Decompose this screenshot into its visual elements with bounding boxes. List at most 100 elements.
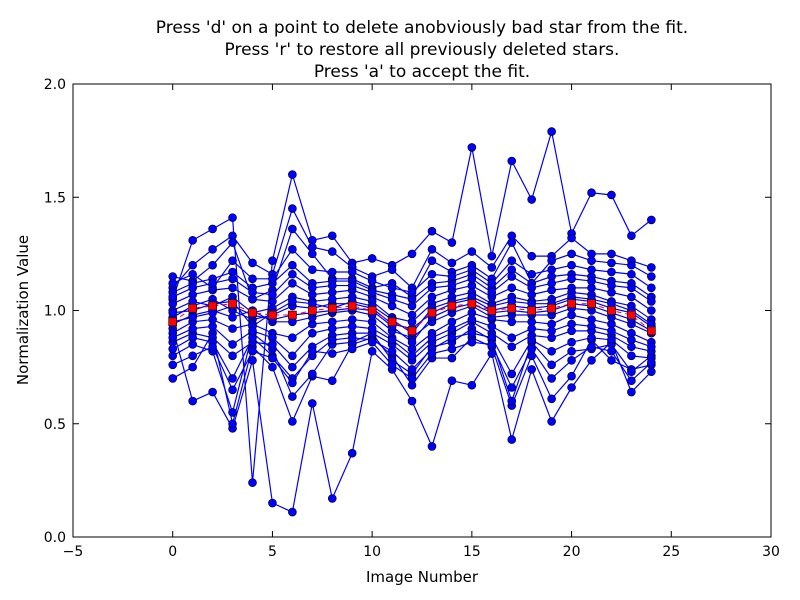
star-data-point: [507, 435, 517, 444]
star-data-point: [427, 269, 437, 279]
star-data-point: [268, 274, 277, 284]
star-data-point: [288, 417, 297, 426]
star-data-point: [288, 392, 297, 401]
star-data-point: [228, 419, 237, 429]
star-data-point: [228, 274, 237, 284]
mean-data-point: [308, 306, 317, 315]
star-data-point: [367, 254, 377, 263]
star-data-point: [567, 337, 576, 347]
star-data-point: [288, 297, 297, 306]
star-data-point: [367, 346, 377, 356]
star-data-point: [427, 442, 437, 451]
mean-data-point: [347, 301, 357, 311]
star-data-point: [367, 324, 377, 333]
x-tick-label: 20: [563, 544, 581, 560]
star-data-point: [507, 272, 517, 281]
star-data-point: [228, 385, 237, 395]
star-data-point: [447, 238, 457, 247]
title-line-2: Press 'r' to restore all previously dele…: [225, 40, 620, 60]
title-line-1: Press 'd' on a point to delete anobvious…: [156, 18, 688, 38]
star-data-point: [288, 170, 297, 179]
star-data-point: [407, 351, 417, 361]
star-data-point: [547, 374, 556, 383]
star-data-point: [327, 294, 337, 304]
star-data-point: [407, 374, 417, 383]
x-tick-label: 15: [463, 544, 481, 560]
y-tick-label: 2.0: [44, 77, 66, 93]
y-axis-ticks: 0.0 0.5 1.0 1.5 2.0: [44, 77, 771, 546]
x-tick-label: 0: [168, 544, 177, 560]
star-data-point: [527, 283, 536, 293]
star-data-point: [268, 290, 277, 299]
star-data-point: [627, 335, 636, 345]
star-data-point: [288, 260, 297, 270]
star-data-point: [587, 256, 596, 265]
mean-data-point: [487, 306, 497, 315]
star-data-point: [228, 374, 237, 383]
star-data-point: [387, 346, 397, 356]
mean-data-point: [467, 299, 477, 309]
y-axis-label: Normalization Value: [14, 235, 32, 385]
star-data-point: [427, 245, 437, 254]
star-data-point: [228, 213, 237, 222]
star-data-point: [507, 238, 517, 247]
star-data-point: [248, 258, 257, 268]
y-tick-label: 1.5: [44, 190, 66, 206]
star-data-point: [208, 342, 217, 352]
star-data-point: [507, 342, 517, 352]
star-data-point: [228, 324, 237, 333]
star-data-point: [547, 326, 556, 336]
star-data-point: [467, 328, 477, 338]
star-data-point: [487, 340, 497, 349]
star-data-point: [327, 335, 337, 345]
star-data-point: [507, 383, 517, 392]
star-data-point: [587, 188, 596, 198]
star-data-point: [587, 356, 596, 365]
star-data-point: [188, 312, 197, 322]
star-data-point: [327, 281, 337, 290]
star-data-point: [188, 260, 197, 270]
star-data-point: [567, 233, 576, 243]
x-tick-label: 5: [268, 544, 277, 560]
star-data-point: [627, 387, 636, 397]
star-data-point: [447, 353, 457, 363]
star-data-point: [607, 281, 616, 290]
star-data-point: [327, 324, 337, 333]
mean-data-point: [168, 317, 178, 327]
mean-data-point: [607, 306, 616, 315]
star-data-point: [627, 292, 636, 302]
star-data-point: [627, 231, 636, 241]
star-data-point: [208, 387, 217, 397]
star-data-point: [228, 238, 237, 247]
star-data-point: [607, 190, 616, 200]
star-data-point: [467, 265, 477, 275]
star-data-point: [288, 269, 297, 279]
star-data-point: [407, 288, 417, 297]
star-data-point: [188, 283, 197, 293]
mean-data-point: [288, 310, 297, 320]
star-data-point: [427, 256, 437, 265]
mean-data-point: [268, 310, 277, 320]
star-data-point: [647, 215, 656, 225]
star-data-point: [248, 274, 257, 284]
plot-series: [168, 127, 656, 517]
star-data-point: [268, 498, 277, 508]
star-data-point: [507, 156, 517, 166]
star-data-point: [587, 333, 596, 342]
star-data-point: [527, 195, 536, 204]
star-data-point: [627, 351, 636, 361]
star-data-point: [387, 265, 397, 275]
star-data-point: [268, 256, 277, 265]
star-data-point: [507, 256, 517, 265]
star-data-point: [347, 333, 357, 342]
star-data-point: [347, 344, 357, 354]
star-data-point: [527, 344, 536, 354]
star-data-point: [327, 247, 337, 256]
mean-data-point: [208, 301, 217, 311]
star-data-point: [467, 247, 477, 256]
x-axis-label: Image Number: [366, 568, 479, 586]
star-data-point: [347, 281, 357, 290]
star-data-point: [407, 249, 417, 259]
star-data-point: [248, 288, 257, 297]
star-data-point: [308, 265, 317, 275]
